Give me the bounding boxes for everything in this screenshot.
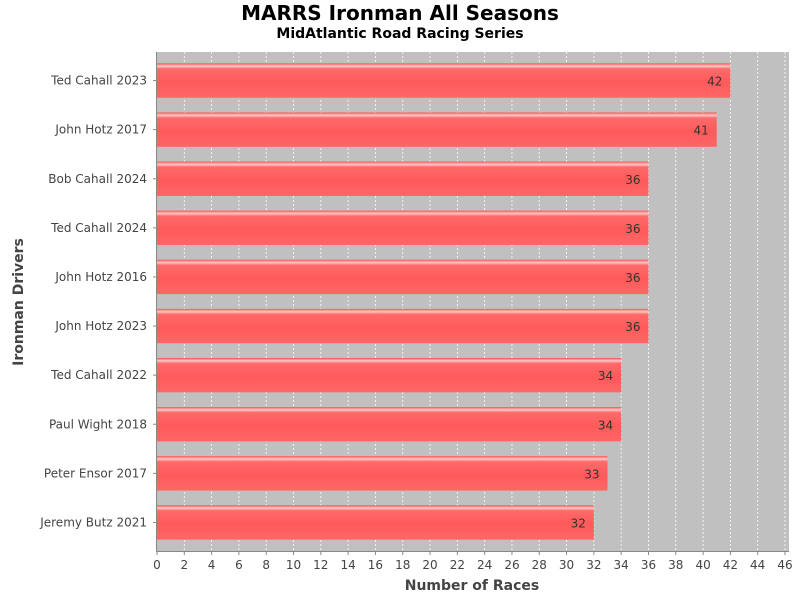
x-tick-label: 40 — [695, 558, 710, 572]
x-tick-label: 38 — [668, 558, 683, 572]
bar-value-label: 33 — [584, 467, 599, 481]
category-label: Ted Cahall 2022 — [50, 368, 147, 382]
bar — [157, 161, 649, 196]
x-tick-label: 4 — [208, 558, 216, 572]
x-tick-label: 32 — [586, 558, 601, 572]
y-axis-categories: Ted Cahall 2023 John Hotz 2017 Bob Cahall … — [39, 74, 157, 529]
bar-value-label: 36 — [625, 320, 640, 334]
bar — [157, 112, 717, 147]
chart-title: MARRS Ironman All Seasons — [241, 1, 559, 25]
category-label: John Hotz 2017 — [54, 123, 147, 137]
x-tick-label: 10 — [286, 558, 301, 572]
x-tick-label: 26 — [504, 558, 519, 572]
chart-subtitle: MidAtlantic Road Racing Series — [276, 26, 524, 42]
bar-value-label: 34 — [598, 418, 613, 432]
grid-lines — [183, 52, 786, 551]
x-tick-label: 42 — [723, 558, 738, 572]
x-axis-ticks: 0 2 4 6 8 10 12 14 16 18 20 22 24 26 28 30 32 34 36 38 40 42 4… — [153, 551, 793, 572]
x-tick-label: 8 — [262, 558, 270, 572]
x-tick-label: 12 — [313, 558, 328, 572]
x-tick-label: 36 — [641, 558, 656, 572]
x-tick-label: 16 — [368, 558, 383, 572]
x-tick-label: 0 — [153, 558, 161, 572]
x-tick-label: 22 — [450, 558, 465, 572]
x-axis-title: Number of Races — [405, 578, 540, 594]
bar-value-label: 32 — [571, 516, 586, 530]
bar-value-label: 42 — [707, 75, 722, 89]
bar-value-label: 36 — [625, 271, 640, 285]
category-label: John Hotz 2016 — [54, 270, 147, 284]
bars: 42 41 36 36 36 36 34 34 33 32 — [157, 63, 731, 540]
x-tick-label: 14 — [340, 558, 355, 572]
x-tick-label: 2 — [180, 558, 188, 572]
x-tick-label: 20 — [422, 558, 437, 572]
x-tick-label: 24 — [477, 558, 492, 572]
x-tick-label: 28 — [532, 558, 547, 572]
bar — [157, 210, 649, 246]
bar — [157, 505, 594, 540]
category-label: Ted Cahall 2023 — [50, 74, 147, 88]
category-label: Jeremy Butz 2021 — [39, 515, 147, 529]
x-tick-label: 6 — [235, 558, 243, 572]
y-axis-title: Ironman Drivers — [11, 238, 27, 366]
bar — [157, 259, 649, 295]
bar — [157, 63, 731, 98]
category-label: Peter Ensor 2017 — [44, 466, 147, 480]
bar — [157, 456, 608, 491]
bar-value-label: 41 — [693, 124, 708, 138]
x-tick-label: 44 — [750, 558, 765, 572]
bar-value-label: 34 — [598, 369, 613, 383]
category-label: Ted Cahall 2024 — [50, 221, 147, 235]
category-label: Paul Wight 2018 — [49, 417, 147, 431]
x-tick-label: 34 — [614, 558, 629, 572]
bar-value-label: 36 — [625, 222, 640, 236]
category-label: Bob Cahall 2024 — [48, 172, 147, 186]
bar — [157, 308, 649, 344]
bar-value-label: 36 — [625, 173, 640, 187]
x-tick-label: 30 — [559, 558, 574, 572]
category-label: John Hotz 2023 — [54, 319, 147, 333]
x-tick-label: 18 — [395, 558, 410, 572]
x-tick-label: 46 — [777, 558, 792, 572]
bar — [157, 407, 622, 442]
bar — [157, 357, 622, 393]
